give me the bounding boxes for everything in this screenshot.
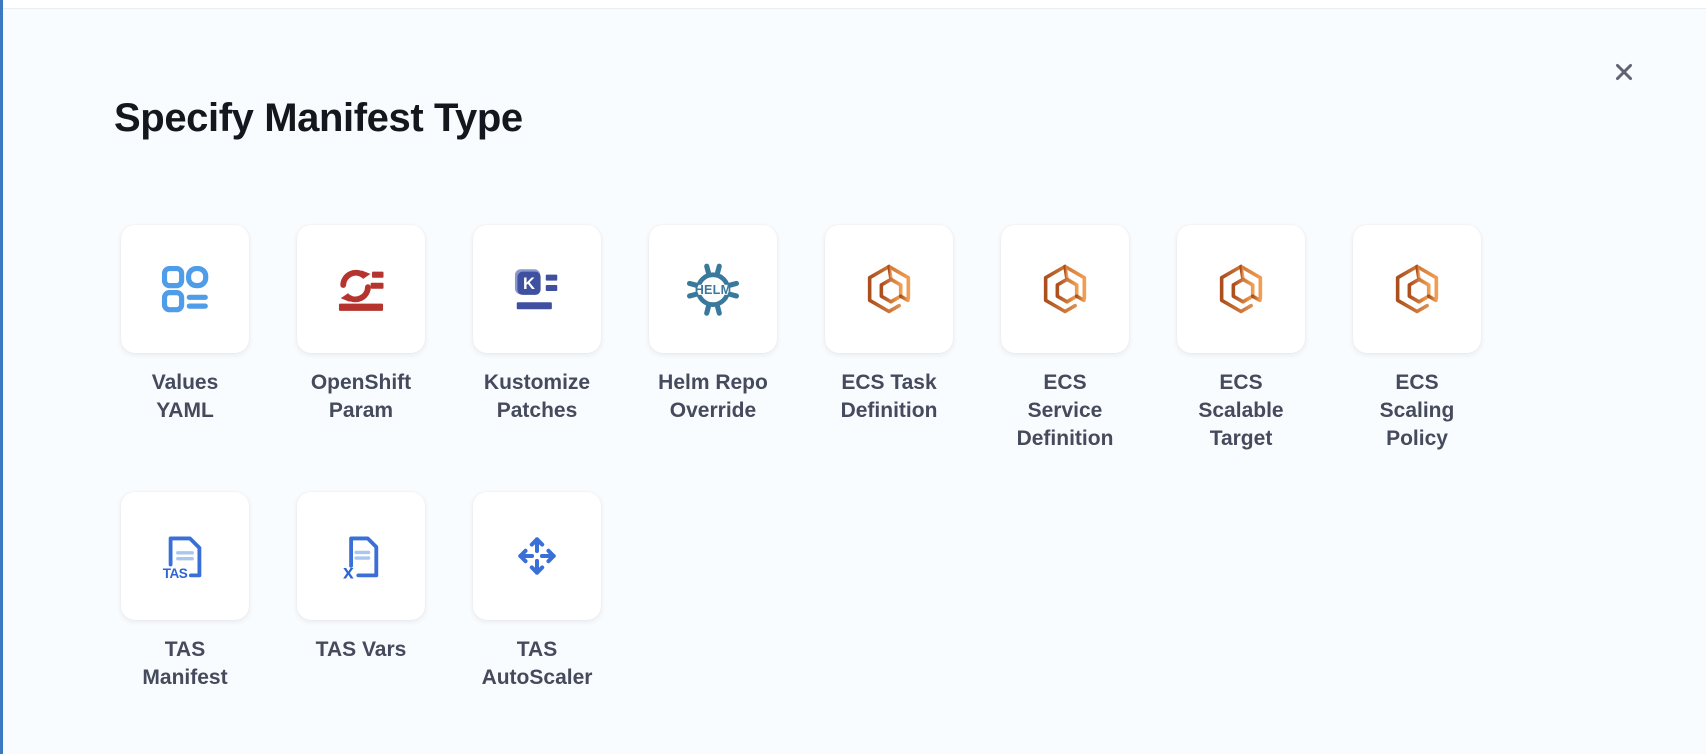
ecs-scalable-target-icon (1219, 264, 1263, 314)
manifest-option-tas-vars: x TAS Vars (297, 492, 425, 720)
openshift-param-icon (338, 269, 384, 311)
ecs-task-definition-icon (867, 264, 911, 314)
manifest-option-tas-autoscaler: TAS AutoScaler (473, 492, 601, 720)
openshift-param-card[interactable] (297, 225, 425, 353)
manifest-option-tas-manifest: TAS TAS Manifest (121, 492, 249, 720)
manifest-label: ECS Scaling Policy (1379, 371, 1455, 450)
left-accent-bar (0, 0, 3, 754)
manifest-option-helm-repo-override: HELM Helm Repo Override (649, 225, 777, 453)
kustomize-letter: K (523, 274, 535, 293)
manifest-option-ecs-scalable-target: ECS Scalable Target (1177, 225, 1305, 453)
manifest-label: Values YAML (151, 371, 219, 422)
manifest-option-ecs-scaling-policy: ECS Scaling Policy (1353, 225, 1481, 453)
manifest-label: Kustomize Patches (483, 371, 591, 422)
ecs-scaling-policy-card[interactable] (1353, 225, 1481, 353)
helm-repo-override-icon: HELM (686, 263, 740, 316)
tas-autoscaler-card[interactable] (473, 492, 601, 620)
manifest-row-1: Values YAML (121, 225, 1481, 453)
manifest-option-kustomize-patches: K Kustomize Patches (473, 225, 601, 453)
close-button[interactable] (1606, 54, 1642, 90)
manifest-type-grid: Values YAML (121, 225, 1481, 720)
manifest-label: ECS Service Definition (1016, 371, 1114, 450)
manifest-label: Helm Repo Override (658, 371, 768, 422)
tas-vars-icon: x (343, 536, 379, 583)
kustomize-patches-icon: K (514, 269, 558, 310)
helm-wheel-text: HELM (695, 283, 732, 297)
ecs-scalable-target-card[interactable] (1177, 225, 1305, 353)
tas-vars-letter: x (343, 561, 354, 583)
ecs-task-definition-card[interactable] (825, 225, 953, 353)
manifest-label: TAS AutoScaler (481, 638, 593, 689)
values-yaml-icon (161, 265, 209, 313)
manifest-label: ECS Task Definition (840, 371, 938, 422)
values-yaml-card[interactable] (121, 225, 249, 353)
tas-manifest-icon: TAS (163, 536, 202, 581)
tas-vars-card[interactable]: x (297, 492, 425, 620)
ecs-service-definition-card[interactable] (1001, 225, 1129, 353)
manifest-label: TAS Vars (315, 638, 407, 661)
manifest-label: TAS Manifest (142, 638, 228, 689)
page-title: Specify Manifest Type (114, 96, 523, 140)
top-divider-strip (3, 0, 1706, 9)
manifest-option-ecs-task-definition: ECS Task Definition (825, 225, 953, 453)
helm-repo-override-card[interactable]: HELM (649, 225, 777, 353)
ecs-service-definition-icon (1043, 264, 1087, 314)
tas-autoscaler-icon (518, 537, 556, 575)
ecs-scaling-policy-icon (1395, 264, 1439, 314)
kustomize-patches-card[interactable]: K (473, 225, 601, 353)
manifest-option-ecs-service-definition: ECS Service Definition (1001, 225, 1129, 453)
manifest-option-values-yaml: Values YAML (121, 225, 249, 453)
manifest-label: OpenShift Param (310, 371, 412, 422)
manifest-label: ECS Scalable Target (1198, 371, 1284, 450)
manifest-option-openshift-param: OpenShift Param (297, 225, 425, 453)
tas-manifest-card[interactable]: TAS (121, 492, 249, 620)
close-icon (1616, 64, 1632, 80)
tas-manifest-text: TAS (163, 566, 188, 581)
manifest-row-2: TAS TAS Manifest x TAS Vars (121, 492, 1481, 720)
